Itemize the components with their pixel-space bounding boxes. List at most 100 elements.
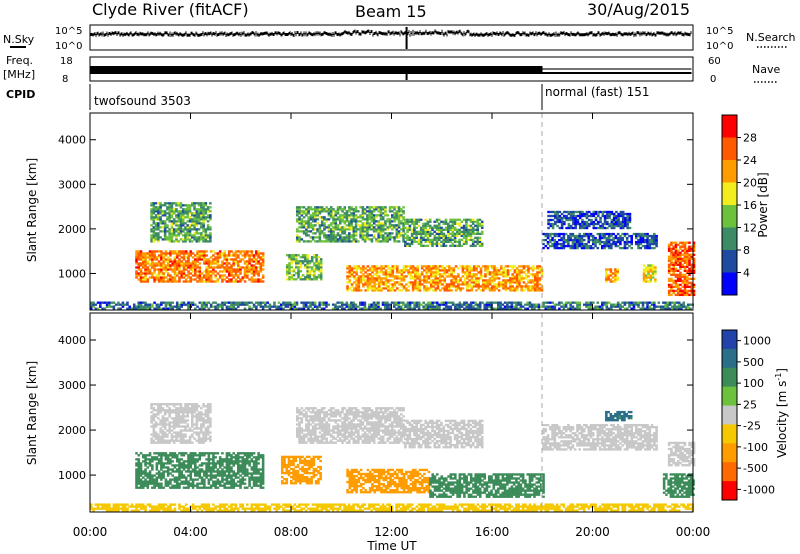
power-cell: [468, 285, 471, 288]
power-cell: [135, 258, 138, 261]
power-cell: [317, 268, 321, 271]
power-cell: [451, 230, 455, 233]
power-cell: [386, 220, 390, 223]
power-cell: [572, 222, 575, 226]
power-cell: [243, 266, 247, 269]
power-cell: [248, 268, 251, 271]
power-cell: [644, 234, 647, 238]
power-cell: [429, 285, 433, 288]
power-cell: [466, 277, 469, 280]
power-cell: [160, 256, 163, 259]
power-cell: [443, 281, 447, 284]
power-cell: [592, 242, 595, 246]
power-cell: [400, 214, 403, 217]
power-cell: [377, 271, 381, 274]
power-cell: [309, 230, 313, 233]
power-cell: [209, 216, 212, 219]
power-cell: [373, 269, 376, 272]
power-cell: [368, 275, 372, 278]
power-cell: [142, 272, 145, 275]
power-cell: [368, 218, 371, 221]
power-cell: [527, 289, 530, 292]
power-cell: [314, 208, 317, 211]
power-cell: [182, 262, 186, 265]
power-cell: [172, 240, 176, 243]
power-cell: [639, 232, 643, 236]
power-cell: [197, 222, 201, 225]
power-cell: [135, 260, 138, 263]
power-cell: [434, 277, 438, 280]
power-cell: [619, 238, 622, 242]
power-cell: [598, 242, 602, 246]
power-cell: [194, 270, 197, 273]
power-cell: [589, 232, 593, 236]
nave-sample: [658, 68, 660, 70]
power-cell: [163, 228, 167, 231]
power-cell: [437, 242, 441, 246]
power-cell: [469, 228, 473, 231]
power-cell: [375, 228, 378, 231]
power-cell: [148, 268, 152, 271]
power-cell: [425, 271, 428, 274]
power-cell: [375, 271, 379, 274]
power-cell: [544, 238, 548, 242]
power-cell: [462, 242, 466, 246]
power-cell: [195, 230, 199, 233]
power-cell: [515, 271, 519, 274]
nave-sample: [690, 68, 692, 70]
power-cell: [434, 281, 438, 284]
power-cell: [418, 281, 422, 284]
power-cell: [524, 275, 528, 278]
power-cell: [555, 240, 559, 244]
power-cell: [386, 271, 390, 274]
power-cell: [585, 210, 589, 214]
power-cell: [670, 293, 673, 297]
power-cell: [236, 250, 240, 253]
power-cell: [641, 234, 645, 238]
power-cell: [626, 216, 629, 220]
power-cell: [142, 258, 145, 261]
power-cell: [157, 208, 160, 211]
power-cell: [366, 277, 370, 280]
power-cell: [142, 266, 145, 269]
power-cell: [592, 214, 596, 218]
power-cell: [225, 270, 229, 273]
power-cell: [363, 224, 367, 227]
power-cell: [361, 228, 365, 231]
power-cell: [375, 287, 379, 290]
power-cell: [432, 285, 435, 288]
power-cell: [255, 280, 258, 283]
power-cell: [456, 244, 459, 248]
power-cell: [170, 216, 174, 219]
power-cell: [177, 224, 180, 227]
power-cell: [524, 273, 528, 276]
power-cell: [527, 269, 530, 272]
power-cell: [628, 214, 632, 218]
power-cell: [578, 240, 581, 244]
power-cell: [154, 210, 158, 213]
power-cell: [311, 216, 315, 219]
power-cell: [241, 276, 245, 279]
power-cell: [481, 279, 485, 282]
power-cell: [544, 232, 548, 236]
power-cell: [204, 210, 208, 213]
power-cell: [531, 279, 535, 282]
power-cell: [300, 222, 304, 225]
power-cell: [617, 220, 620, 224]
power-cell: [292, 268, 296, 271]
power-cell: [223, 258, 226, 261]
power-cell: [653, 242, 656, 246]
power-cell: [527, 267, 530, 270]
power-cell: [650, 240, 654, 244]
power-cell: [200, 280, 204, 283]
nave-sample: [604, 68, 606, 70]
power-cell: [202, 228, 205, 231]
power-cell: [173, 250, 177, 253]
power-cell: [382, 265, 386, 268]
power-cell: [395, 230, 399, 233]
nave-sample: [621, 68, 623, 70]
power-cell: [396, 267, 399, 270]
power-cell: [359, 230, 362, 233]
power-cell: [445, 265, 449, 268]
power-cell: [203, 274, 206, 277]
